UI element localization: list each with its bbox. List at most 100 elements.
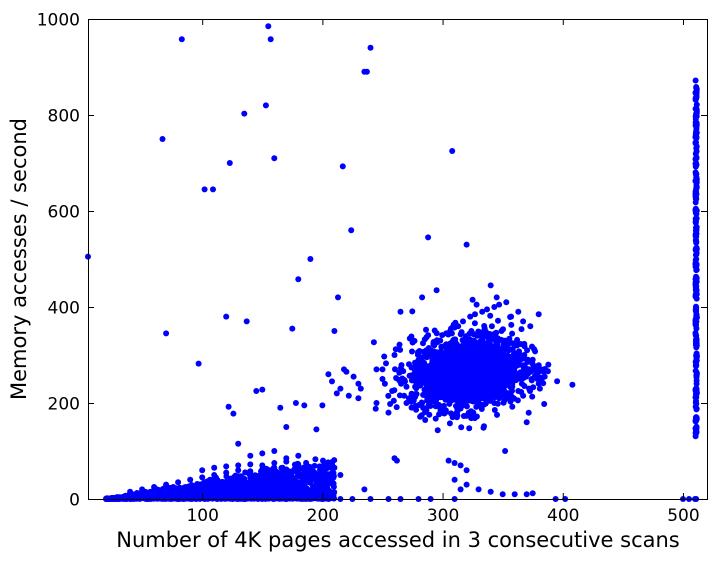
data-point: [217, 495, 224, 502]
data-point: [406, 361, 412, 368]
data-point: [333, 390, 340, 397]
data-point: [301, 402, 308, 409]
data-point: [509, 380, 516, 387]
data-point: [426, 411, 433, 418]
data-point: [473, 368, 480, 375]
data-point: [396, 369, 403, 376]
data-point: [331, 328, 338, 334]
data-point: [259, 473, 266, 479]
data-point: [693, 95, 699, 102]
data-point: [409, 308, 416, 315]
data-point: [291, 486, 298, 493]
data-point: [511, 491, 518, 498]
data-point: [242, 469, 249, 476]
data-point: [505, 347, 512, 354]
y-tick-label: 200: [48, 395, 80, 415]
data-point: [504, 356, 511, 363]
data-point: [413, 382, 420, 389]
data-point: [295, 276, 302, 283]
data-point: [451, 460, 458, 466]
data-point: [247, 468, 254, 475]
data-point: [507, 398, 514, 405]
data-point: [283, 480, 290, 487]
y-tick-label: 400: [48, 299, 80, 319]
data-point: [536, 385, 543, 392]
data-point: [463, 241, 470, 248]
data-point: [361, 486, 368, 493]
data-point: [520, 392, 527, 399]
data-point: [241, 475, 248, 482]
data-point: [463, 385, 470, 391]
data-point: [408, 404, 415, 411]
data-point: [235, 476, 242, 483]
data-point: [247, 484, 254, 490]
data-point: [517, 376, 524, 382]
data-point: [181, 485, 188, 492]
data-point: [488, 323, 495, 330]
data-point: [397, 365, 404, 372]
data-point: [490, 390, 497, 397]
data-point: [461, 347, 468, 354]
data-point: [139, 492, 146, 499]
data-point: [693, 332, 699, 339]
data-point: [492, 342, 499, 349]
data-point: [379, 366, 386, 373]
y-tick-label: 1000: [37, 11, 80, 31]
data-point: [506, 361, 513, 368]
data-point: [211, 464, 218, 471]
data-point: [545, 361, 552, 368]
data-point: [526, 385, 533, 392]
data-point: [496, 395, 503, 402]
data-point: [693, 423, 700, 430]
data-point: [529, 490, 536, 497]
data-point: [516, 361, 523, 368]
data-point: [178, 36, 185, 43]
data-point: [494, 347, 501, 354]
data-point: [168, 495, 175, 502]
data-point: [253, 388, 260, 394]
data-point: [204, 495, 211, 502]
data-point: [493, 377, 500, 384]
data-point: [247, 461, 254, 468]
data-point: [518, 380, 525, 387]
data-point: [463, 481, 470, 488]
data-point: [403, 400, 410, 406]
data-point: [428, 378, 435, 385]
data-point: [259, 450, 266, 457]
data-point: [503, 299, 510, 306]
data-point: [451, 361, 458, 368]
data-point: [278, 490, 285, 497]
data-point: [443, 341, 450, 348]
data-point: [421, 386, 428, 393]
data-point: [210, 186, 216, 193]
data-point: [420, 404, 427, 411]
data-point: [425, 234, 432, 241]
data-point: [473, 301, 480, 308]
data-point: [497, 356, 504, 363]
data-point: [442, 356, 448, 363]
data-point: [391, 352, 398, 358]
data-point: [514, 336, 521, 343]
data-point: [427, 383, 434, 390]
y-tick-label: 800: [48, 107, 80, 127]
data-point: [405, 395, 412, 402]
data-point: [693, 176, 700, 183]
data-point: [692, 89, 699, 96]
data-point: [199, 474, 206, 481]
data-point: [121, 495, 128, 501]
data-point: [455, 400, 462, 406]
data-point: [480, 361, 487, 368]
data-point: [515, 308, 522, 315]
data-point: [381, 353, 388, 360]
data-point: [223, 486, 230, 493]
data-point: [485, 376, 492, 382]
data-point: [187, 490, 194, 497]
data-point: [534, 376, 541, 382]
data-point: [693, 318, 700, 325]
data-point: [464, 337, 471, 344]
data-point: [433, 376, 440, 382]
data-point: [317, 495, 324, 502]
data-point: [434, 359, 441, 366]
data-point: [229, 477, 236, 484]
